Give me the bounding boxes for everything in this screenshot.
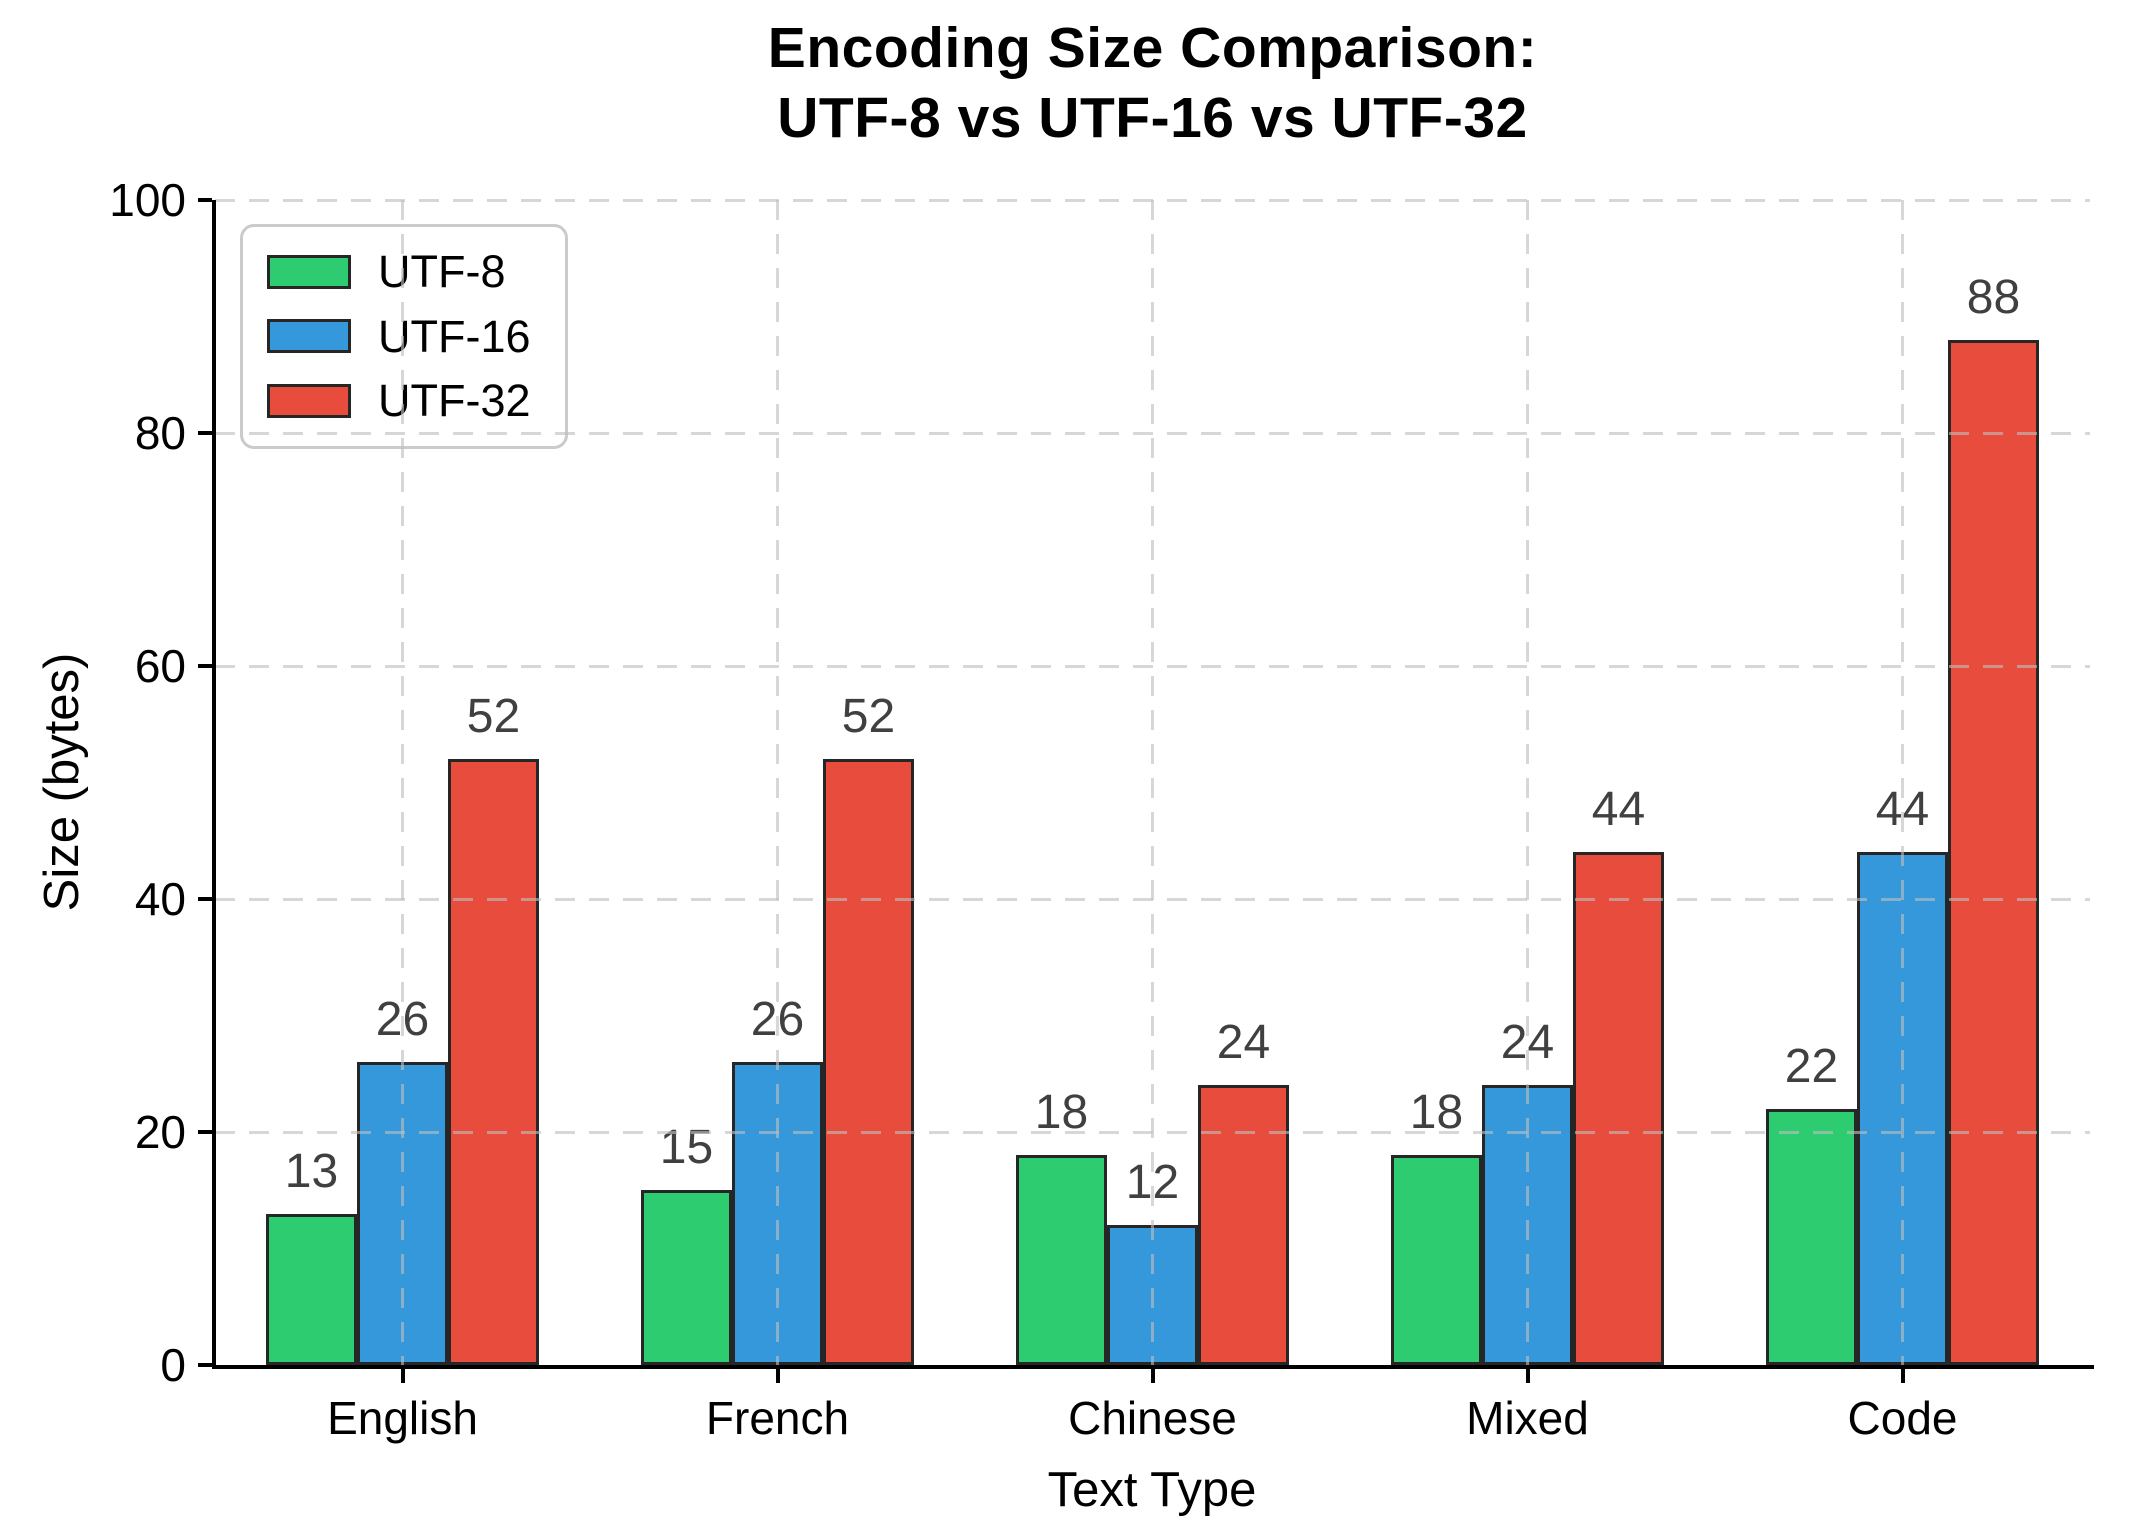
bar-value-label-utf-16-code: 44 <box>1875 783 1930 837</box>
bar-value-label-utf-8-chinese: 18 <box>1034 1086 1089 1140</box>
bar-value-label-utf-16-french: 26 <box>750 993 805 1047</box>
bar-utf-16-chinese <box>1107 1225 1198 1365</box>
x-tick-mark-mixed <box>1525 1369 1530 1383</box>
x-tick-label-code: Code <box>1847 1392 1958 1444</box>
bar-value-label-utf-16-english: 26 <box>375 993 430 1047</box>
y-tick-mark-80 <box>198 431 212 435</box>
y-tick-label-60: 60 <box>134 640 186 692</box>
y-tick-mark-40 <box>198 897 212 901</box>
bar-value-label-utf-8-mixed: 18 <box>1409 1086 1464 1140</box>
bar-utf-8-code <box>1766 1108 1857 1365</box>
bar-value-label-utf-32-english: 52 <box>466 690 521 744</box>
bar-utf-8-mixed <box>1391 1155 1482 1365</box>
bar-value-label-utf-8-english: 13 <box>284 1144 339 1198</box>
bar-value-label-utf-32-code: 88 <box>1966 270 2021 324</box>
y-tick-mark-20 <box>198 1130 212 1134</box>
legend-swatch-utf-16 <box>267 319 351 354</box>
x-tick-mark-chinese <box>1150 1369 1155 1383</box>
bar-value-label-utf-16-mixed: 24 <box>1500 1016 1555 1070</box>
plot-area: 13 15 18 18 22 26 26 12 24 44 52 52 24 44 88 <box>215 198 2090 1365</box>
x-tick-label-english: English <box>327 1392 478 1444</box>
bar-value-label-utf-8-code: 22 <box>1784 1039 1839 1093</box>
x-tick-label-chinese: Chinese <box>1068 1392 1237 1444</box>
legend-label-utf-32: UTF-32 <box>378 375 531 426</box>
gridline-horizontal-60 <box>215 664 2090 668</box>
x-axis-spine <box>212 1365 2094 1369</box>
bar-utf-32-code <box>1948 339 2039 1365</box>
chart-title: Encoding Size Comparison: UTF-8 vs UTF-1… <box>767 16 1538 150</box>
bar-utf-16-french <box>732 1062 823 1365</box>
bar-utf-16-code <box>1857 852 1948 1365</box>
bar-utf-16-mixed <box>1482 1085 1573 1365</box>
y-axis-spine <box>212 200 216 1369</box>
bar-value-label-utf-32-mixed: 44 <box>1591 783 1646 837</box>
bar-value-label-utf-32-chinese: 24 <box>1216 1016 1271 1070</box>
legend-item-utf-8: UTF-8 <box>267 247 531 297</box>
x-tick-mark-french <box>775 1369 780 1383</box>
legend-item-utf-32: UTF-32 <box>267 376 531 426</box>
bar-utf-16-english <box>357 1062 448 1365</box>
y-tick-mark-100 <box>198 198 212 202</box>
x-tick-label-mixed: Mixed <box>1466 1392 1589 1444</box>
bar-value-label-utf-8-french: 15 <box>659 1121 714 1175</box>
x-tick-mark-english <box>400 1369 405 1383</box>
bar-value-label-utf-32-french: 52 <box>841 690 896 744</box>
bar-utf-32-chinese <box>1198 1085 1289 1365</box>
legend-swatch-utf-32 <box>267 383 351 418</box>
y-tick-label-100: 100 <box>109 174 186 226</box>
x-tick-mark-code <box>1900 1369 1905 1383</box>
y-tick-mark-0 <box>198 1363 212 1367</box>
legend-label-utf-8: UTF-8 <box>378 246 506 297</box>
bar-utf-32-mixed <box>1573 852 1664 1365</box>
bar-utf-8-chinese <box>1016 1155 1107 1365</box>
legend-label-utf-16: UTF-16 <box>378 310 531 362</box>
y-tick-label-80: 80 <box>134 407 186 459</box>
y-tick-mark-60 <box>198 664 212 668</box>
bar-utf-8-english <box>266 1213 357 1365</box>
y-tick-label-20: 20 <box>134 1106 186 1158</box>
x-axis-label: Text Type <box>1047 1463 1257 1517</box>
bar-utf-8-french <box>641 1190 732 1365</box>
gridline-horizontal-100 <box>215 198 2090 202</box>
legend-item-utf-16: UTF-16 <box>267 310 531 362</box>
legend: UTF-8 UTF-16 UTF-32 <box>240 224 568 449</box>
bar-utf-32-english <box>448 759 539 1365</box>
x-tick-label-french: French <box>705 1392 850 1444</box>
bar-utf-32-french <box>823 759 914 1365</box>
bar-value-label-utf-16-chinese: 12 <box>1125 1156 1180 1210</box>
legend-swatch-utf-8 <box>267 254 351 289</box>
y-tick-label-0: 0 <box>160 1339 186 1391</box>
y-tick-label-40: 40 <box>134 873 186 925</box>
